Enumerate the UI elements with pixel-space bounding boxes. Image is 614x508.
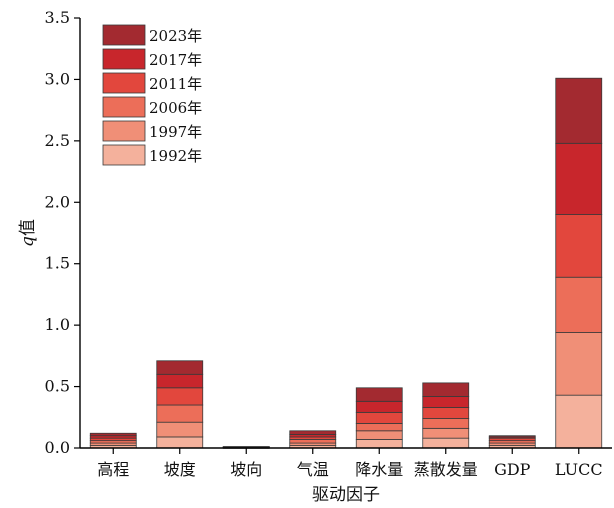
legend-swatch	[102, 96, 146, 118]
legend: 2023年 2017年 2011年 2006年 1997年 1992年	[102, 24, 202, 166]
y-axis-title-q: q	[18, 236, 38, 247]
x-tick-label: 坡向	[230, 460, 262, 479]
bar-segment	[156, 360, 204, 375]
bar-segment	[422, 395, 470, 408]
bar-segment	[355, 423, 403, 432]
bar-stacks	[89, 77, 603, 449]
bar-segment	[422, 418, 470, 429]
y-tick-label: 2.0	[45, 192, 70, 211]
y-tick-label: 3.5	[45, 8, 70, 27]
y-tick-label: 0.5	[45, 377, 70, 396]
bar-segment	[156, 404, 204, 423]
bar-segment	[355, 387, 403, 402]
bar-segment	[555, 77, 603, 144]
x-tick-label: GDP	[494, 460, 531, 479]
legend-label: 2011年	[149, 75, 202, 93]
bar-segment	[289, 430, 337, 435]
bar-segment	[422, 437, 470, 449]
legend-label: 2017年	[149, 51, 202, 69]
bar-segment	[156, 436, 204, 449]
x-tick-label: 蒸散发量	[414, 460, 478, 479]
y-tick-label: 1.5	[45, 254, 70, 273]
bar-segment	[355, 430, 403, 440]
x-tick-label: 高程	[97, 460, 129, 479]
legend-label: 2023年	[149, 27, 202, 45]
bar-segment	[555, 394, 603, 449]
x-tick-label: LUCC	[555, 460, 603, 479]
bar-segment	[555, 142, 603, 215]
bar-segment	[555, 276, 603, 333]
bar-segment	[89, 432, 137, 437]
y-tick-label: 3.0	[45, 69, 70, 88]
y-tick-label: 0.0	[45, 438, 70, 457]
axes	[79, 18, 612, 449]
bar-segment	[422, 427, 470, 439]
x-tick-label: 坡度	[164, 460, 196, 479]
y-tick-label: 1.0	[45, 315, 70, 334]
legend-label: 2006年	[149, 99, 202, 117]
legend-swatch	[102, 120, 146, 142]
bar-segment	[355, 438, 403, 449]
bar-segment	[355, 400, 403, 413]
bar-segment	[555, 214, 603, 278]
bar-segment	[555, 332, 603, 396]
bar-segment	[156, 387, 204, 406]
bar-segment	[422, 407, 470, 419]
y-axis-title: q值	[18, 219, 38, 247]
legend-label: 1997年	[149, 123, 202, 141]
bar-segment	[156, 373, 204, 389]
y-axis-ticks: 0.0 0.5 1.0 1.5 2.0 2.5 3.0 3.5	[45, 8, 80, 457]
legend-label: 1992年	[149, 147, 202, 165]
x-axis-ticks: 高程 坡度 坡向 气温 降水量 蒸散发量 GDP LUCC	[97, 448, 603, 479]
bar-segment	[422, 382, 470, 397]
legend-swatch	[102, 72, 146, 94]
legend-swatch	[102, 24, 146, 46]
legend-swatch	[102, 48, 146, 70]
bar-segment	[156, 421, 204, 438]
x-tick-label: 气温	[297, 460, 329, 479]
bar-segment	[488, 435, 536, 438]
bar-segment	[355, 411, 403, 424]
x-axis-title: 驱动因子	[312, 485, 380, 505]
bar-segment	[222, 446, 270, 448]
x-tick-label: 降水量	[355, 460, 403, 479]
y-axis-title-rest: 值	[18, 219, 38, 236]
y-tick-label: 2.5	[45, 131, 70, 150]
bar-segment	[289, 438, 337, 444]
legend-swatch	[102, 144, 146, 166]
